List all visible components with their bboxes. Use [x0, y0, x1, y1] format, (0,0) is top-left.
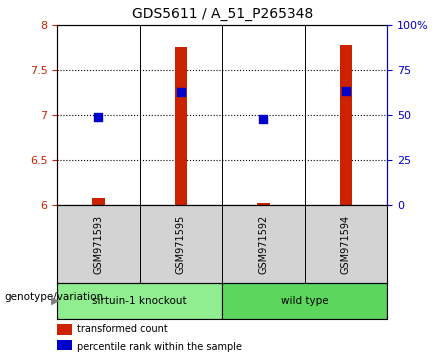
Bar [92, 198, 105, 205]
Text: GSM971594: GSM971594 [341, 215, 351, 274]
Bar [222, 283, 387, 319]
Bar [257, 202, 270, 205]
Text: GSM971595: GSM971595 [176, 215, 186, 274]
Bar [57, 283, 222, 319]
Text: percentile rank within the sample: percentile rank within the sample [77, 342, 242, 352]
Text: transformed count: transformed count [77, 324, 168, 334]
Text: genotype/variation: genotype/variation [4, 292, 103, 302]
Title: GDS5611 / A_51_P265348: GDS5611 / A_51_P265348 [132, 7, 313, 21]
Text: GSM971592: GSM971592 [258, 215, 268, 274]
Text: wild type: wild type [281, 296, 329, 306]
Point [177, 89, 184, 95]
Point [342, 88, 349, 93]
Bar [175, 47, 187, 205]
Bar [57, 340, 72, 350]
Text: sirtuin-1 knockout: sirtuin-1 knockout [92, 296, 187, 306]
Text: ▶: ▶ [51, 296, 59, 306]
Text: GSM971593: GSM971593 [93, 215, 103, 274]
Bar [57, 324, 72, 335]
Bar [340, 45, 352, 205]
Point [260, 116, 267, 121]
Point [95, 114, 102, 120]
